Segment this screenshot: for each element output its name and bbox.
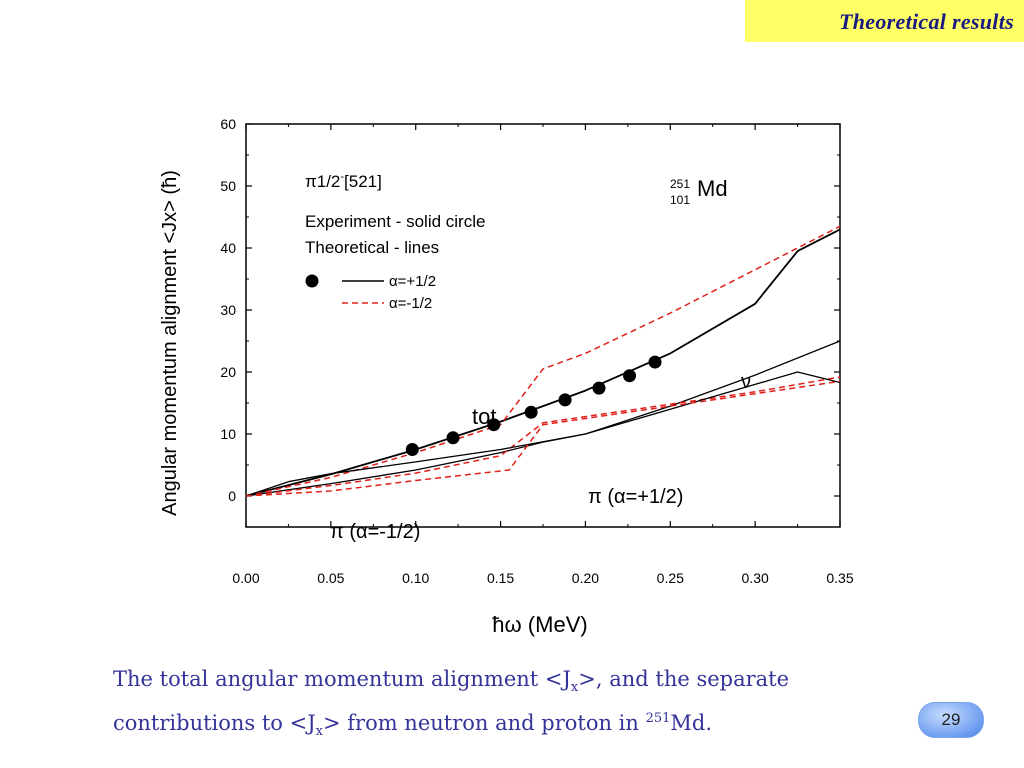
alignment-chart: 0.00 0.05 0.10 0.15 0.20 0.25 0.30 0.35 0 10 20 30 4… [159, 116, 854, 637]
x-axis-label: ħω (MeV) [492, 612, 587, 637]
series-line--1-2 [245, 376, 841, 497]
x-tick-label: 0.05 [317, 570, 344, 586]
nucleus-label: 251 [670, 177, 690, 191]
label-nu: ν [741, 371, 751, 393]
x-tick-label: 0.10 [402, 570, 429, 586]
experiment-point [623, 369, 637, 383]
label-pi-negative: π (α=-1/2) [330, 521, 420, 543]
x-tick-label: 0.30 [742, 570, 769, 586]
y-tick-label: 30 [220, 302, 236, 318]
slide-caption: The total angular momentum alignment <Jx… [113, 667, 790, 740]
label-tot: tot [472, 404, 496, 429]
title-banner: Theoretical results [745, 0, 1024, 42]
experiment-point [592, 381, 606, 395]
experiment-point [487, 418, 501, 432]
legend-marker-point [305, 274, 319, 288]
y-tick-label: 50 [220, 178, 236, 194]
x-tick-label: 0.00 [232, 570, 259, 586]
y-tick-label: 0 [228, 488, 236, 504]
series-line-tot-1-2 [245, 225, 841, 497]
page-number-badge[interactable]: 29 [918, 702, 984, 738]
series-line--1-2 [245, 371, 841, 497]
experiment-point [524, 405, 538, 419]
y-tick-label: 40 [220, 240, 236, 256]
legend-experiment: Experiment - solid circle [305, 212, 485, 231]
label-pi-positive: π (α=+1/2) [588, 486, 683, 508]
y-tick-label: 20 [220, 364, 236, 380]
nucleus-z: 101 [670, 193, 690, 207]
config-label: π1/2-[521] [305, 171, 382, 191]
page-number: 29 [941, 710, 961, 729]
y-tick-label: 60 [220, 116, 236, 132]
nucleus-symbol: Md [697, 176, 728, 201]
y-tick-label: 10 [220, 426, 236, 442]
legend-label-positive: α=+1/2 [389, 273, 436, 290]
legend-theoretical: Theoretical - lines [305, 238, 439, 257]
x-tick-label: 0.15 [487, 570, 514, 586]
page-title: Theoretical results [839, 9, 1014, 34]
series-line-tot-1-2 [245, 228, 841, 497]
x-tick-label: 0.20 [572, 570, 599, 586]
experiment-point [648, 355, 662, 369]
experiment-point [446, 431, 460, 445]
experiment-point [405, 443, 419, 456]
y-axis-label: Angular momentum alignment <Jx> (ħ) [159, 170, 181, 516]
legend-label-negative: α=-1/2 [389, 295, 432, 312]
series-line--1-2 [245, 380, 841, 497]
x-tick-label: 0.35 [826, 570, 853, 586]
x-tick-label: 0.25 [657, 570, 684, 586]
experiment-point [558, 393, 572, 407]
